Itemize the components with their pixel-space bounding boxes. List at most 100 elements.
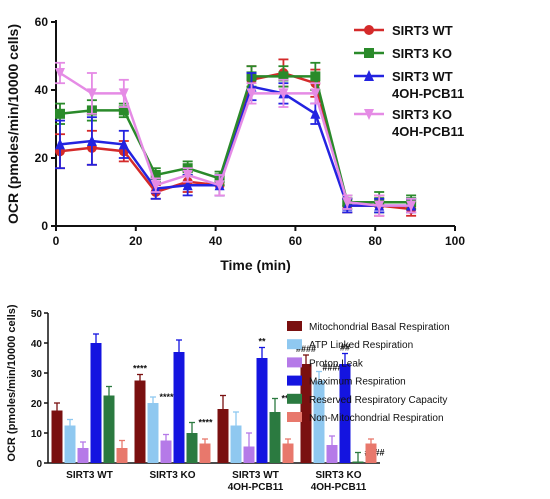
legend-entry: Reserved Respiratory Capacity bbox=[287, 393, 447, 406]
data-point bbox=[182, 179, 193, 191]
y-tick-label: 20 bbox=[35, 151, 49, 165]
bar bbox=[352, 461, 364, 463]
data-point bbox=[310, 88, 321, 100]
x-tick-label: SIRT3 WT bbox=[66, 470, 113, 481]
significance-label: **** bbox=[160, 392, 175, 402]
x-tick-label: 60 bbox=[289, 234, 303, 248]
bar bbox=[256, 358, 268, 463]
data-point bbox=[214, 180, 225, 192]
x-tick-label: SIRT3 KO 4OH-PCB11 bbox=[311, 470, 367, 493]
x-tick-label: 100 bbox=[445, 234, 465, 248]
significance-label: **** bbox=[199, 418, 214, 428]
bar bbox=[300, 364, 312, 463]
legend-marker bbox=[364, 25, 374, 35]
line-chart: 0 20 40 60 0 20 40 60 80 100 Time (min) OCR (pmoles… bbox=[5, 15, 465, 273]
data-point bbox=[182, 170, 193, 181]
legend-swatch bbox=[287, 357, 302, 368]
data-point bbox=[310, 107, 321, 119]
legend-marker bbox=[364, 109, 374, 120]
y-tick-label: 50 bbox=[31, 309, 43, 320]
significance-label: #### bbox=[323, 363, 343, 373]
y-axis-label: OCR (pmoles/min/10000 cells) bbox=[5, 24, 21, 224]
legend-marker bbox=[364, 70, 374, 81]
bar-group: ** ** bbox=[217, 337, 294, 463]
data-point bbox=[86, 135, 97, 146]
y-tick-label: 20 bbox=[31, 399, 43, 410]
bar bbox=[365, 443, 377, 463]
significance-label: ** bbox=[258, 337, 266, 347]
bar bbox=[243, 446, 255, 463]
legend-label: SIRT3 WT bbox=[392, 23, 453, 38]
data-point bbox=[374, 200, 385, 212]
bar bbox=[339, 364, 351, 463]
bar bbox=[134, 380, 146, 463]
bar bbox=[51, 410, 63, 463]
bar-group: ############## bbox=[296, 343, 385, 463]
x-tick-label: 20 bbox=[129, 234, 143, 248]
y-tick-label: 0 bbox=[36, 459, 42, 470]
legend-entry: SIRT3 WT 4OH-PCB11 bbox=[354, 69, 464, 101]
data-point bbox=[150, 180, 161, 192]
legend-label: Maximum Respiration bbox=[309, 377, 406, 388]
bar bbox=[77, 448, 89, 463]
bar bbox=[230, 425, 242, 463]
data-point bbox=[54, 108, 65, 119]
legend-entry: Proton Leak bbox=[287, 357, 364, 369]
y-tick-label: 0 bbox=[41, 219, 48, 233]
bar bbox=[160, 440, 172, 463]
bar bbox=[173, 352, 185, 463]
y-axis-label: OCR (pmoles/min/10000 cells) bbox=[6, 304, 18, 461]
legend-swatch bbox=[287, 375, 302, 386]
legend-entry: Mitochondrial Basal Respiration bbox=[287, 321, 450, 333]
legend-entry: Non-Mitochondrial Respiration bbox=[287, 412, 444, 424]
data-point bbox=[342, 197, 353, 209]
legend-swatch bbox=[287, 412, 302, 422]
bar-group: **** **** **** bbox=[133, 339, 214, 463]
data-point bbox=[86, 88, 97, 100]
bar bbox=[90, 343, 102, 463]
x-tick-label: 40 bbox=[209, 234, 223, 248]
x-tick-label: SIRT3 WT 4OH-PCB11 bbox=[228, 470, 284, 493]
data-point bbox=[150, 170, 161, 180]
legend-swatch bbox=[287, 393, 302, 404]
significance-label: **** bbox=[133, 364, 148, 374]
legend-label: Mitochondrial Basal Respiration bbox=[309, 322, 450, 333]
legend-entry: ATP Linked Respiration bbox=[287, 339, 413, 351]
data-point bbox=[310, 71, 321, 82]
bar bbox=[147, 403, 159, 463]
legend-label: Non-Mitochondrial Respiration bbox=[309, 413, 444, 424]
data-point bbox=[278, 71, 289, 82]
legend-entry: SIRT3 WT bbox=[354, 23, 453, 38]
bar bbox=[269, 412, 281, 463]
legend-entry: SIRT3 KO 4OH-PCB11 bbox=[354, 107, 464, 139]
bar bbox=[313, 380, 325, 463]
legend-label: ATP Linked Respiration bbox=[309, 340, 413, 351]
legend-label: Proton Leak bbox=[309, 358, 364, 369]
bar bbox=[103, 395, 115, 463]
bar bbox=[326, 445, 338, 463]
y-tick-label: 60 bbox=[35, 15, 49, 29]
significance-label: ** bbox=[282, 394, 290, 404]
bar bbox=[186, 433, 198, 463]
legend-swatch bbox=[287, 339, 302, 350]
significance-label: #### bbox=[365, 448, 385, 458]
y-tick-label: 30 bbox=[31, 369, 43, 380]
data-point bbox=[278, 88, 289, 100]
significance-label: ## bbox=[340, 343, 350, 353]
x-axis-label: Time (min) bbox=[220, 257, 291, 273]
data-point bbox=[118, 88, 129, 100]
bar bbox=[64, 425, 76, 463]
legend-label: SIRT3 WT 4OH-PCB11 bbox=[392, 69, 464, 101]
data-point bbox=[118, 138, 129, 150]
data-point bbox=[54, 68, 65, 79]
y-tick-label: 40 bbox=[31, 339, 43, 350]
data-point bbox=[246, 88, 257, 100]
bar-group bbox=[51, 333, 128, 463]
x-tick-label: 0 bbox=[53, 234, 60, 248]
x-tick-label: SIRT3 KO bbox=[149, 470, 195, 481]
bar bbox=[116, 448, 128, 463]
data-point bbox=[406, 200, 417, 212]
legend-entry: SIRT3 KO bbox=[354, 46, 452, 61]
bar bbox=[217, 409, 229, 463]
legend-label: Reserved Respiratory Capacity bbox=[309, 395, 447, 406]
